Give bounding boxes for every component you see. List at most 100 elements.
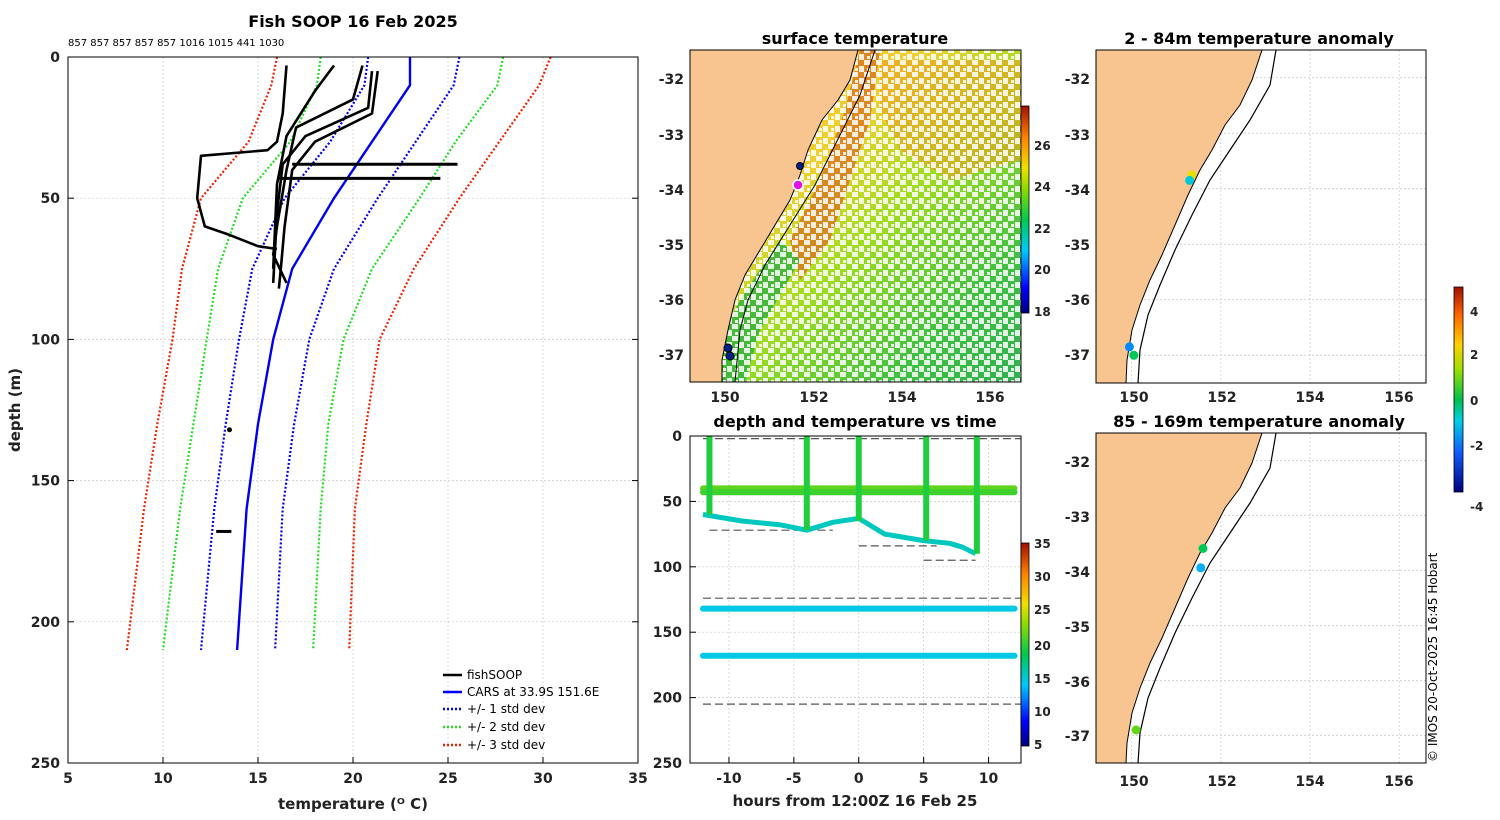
time-xtick-label: -10 (716, 771, 742, 787)
series-line-1 (199, 57, 370, 651)
sst-station-highlight (792, 179, 804, 191)
sst-colorbar-ticks: 18 20 22 24 26 (1034, 139, 1051, 319)
anom2-lon-tick: 154 (1295, 774, 1324, 790)
sst-map (690, 50, 1021, 382)
time-xtick-label: 10 (979, 771, 999, 787)
anom2-lat-tick: -33 (1065, 510, 1090, 526)
time-xtick-label: 5 (919, 771, 929, 787)
profile-xtick-label: 20 (343, 771, 363, 787)
profile-ytick-label: 100 (31, 332, 60, 348)
profile-title: Fish SOOP 16 Feb 2025 (248, 12, 457, 31)
sst-lon-tick: 152 (799, 390, 828, 406)
anomaly-colorbar-group: -4 -2 0 2 4 (1453, 286, 1483, 514)
sst-station (725, 351, 735, 361)
time-ytick-label: 200 (653, 691, 682, 707)
anomaly-point (1124, 342, 1134, 352)
sst-lat-tick: -34 (659, 183, 685, 199)
anom2-lat-ticks: -32 -33 -34 -35 -36 -37 (1065, 455, 1091, 745)
anom1-lon-ticks: 150 152 154 156 (1119, 390, 1413, 406)
profile-ytick-label: 250 (31, 756, 60, 772)
anom1-lat-tick: -35 (1065, 238, 1090, 254)
profile-xtick-label: 5 (63, 771, 73, 787)
sst-colorbar (1020, 105, 1030, 314)
anom1-lon-tick: 156 (1384, 390, 1413, 406)
anom1-frame (1095, 49, 1427, 384)
anom2-land (1096, 433, 1263, 763)
sst-cbar-tick: 24 (1034, 180, 1051, 194)
time-ytick-label: 150 (653, 625, 682, 641)
anom1-land (1096, 50, 1263, 383)
profile-legend: fishSOOP CARS at 33.9S 151.6E +/- 1 std … (443, 668, 599, 752)
anom-cbar-tick: 4 (1470, 305, 1478, 319)
anom-cbar-tick: 0 (1470, 394, 1478, 408)
time-xlabel: hours from 12:00Z 16 Feb 25 (733, 792, 978, 810)
series-line-0 (235, 57, 412, 651)
sst-land (690, 50, 859, 382)
time-cbar-tick: 35 (1034, 537, 1051, 551)
fishsoop-profiles (195, 64, 458, 533)
time-data (699, 436, 1021, 705)
anom1-lat-tick: -32 (1065, 72, 1090, 88)
sst-title: surface temperature (762, 29, 949, 48)
anom-cbar-tick: 2 (1470, 348, 1478, 362)
anom2-lat-tick: -35 (1065, 620, 1090, 636)
sst-cbar-tick: 18 (1034, 305, 1051, 319)
sst-lon-tick: 154 (887, 390, 916, 406)
time-cbar-tick: 30 (1034, 570, 1051, 584)
profile-xtick-label: 10 (153, 771, 173, 787)
profile-ylabel: depth (m) (6, 368, 24, 452)
anom1-lat-tick: -34 (1065, 183, 1091, 199)
time-cbar-tick: 25 (1034, 603, 1051, 617)
profile-panel: Fish SOOP 16 Feb 2025 857 857 857 857 85… (6, 12, 648, 813)
anom2-lat-tick: -37 (1065, 729, 1090, 745)
sst-lat-tick: -33 (659, 128, 684, 144)
legend-3std: +/- 3 std dev (467, 738, 545, 752)
anomaly-colorbar (1453, 286, 1464, 493)
sst-lon-ticks: 150 152 154 156 (710, 390, 1004, 406)
fishsoop-point (227, 427, 232, 433)
time-cbar-tick: 10 (1034, 705, 1051, 719)
time-cbar-tick: 15 (1034, 672, 1051, 686)
sst-lat-ticks: -32 -33 -34 -35 -36 -37 (659, 72, 685, 364)
anom1-lat-ticks: -32 -33 -34 -35 -36 -37 (1065, 72, 1091, 364)
anom1-lon-tick: 154 (1295, 390, 1324, 406)
time-title: depth and temperature vs time (713, 412, 996, 431)
fishsoop-profile (271, 64, 336, 269)
sst-lon-tick: 150 (710, 390, 739, 406)
profile-xtick-label: 35 (628, 771, 647, 787)
anom-cbar-tick: -4 (1470, 500, 1483, 514)
profile-xtick-label: 15 (248, 771, 267, 787)
anom1-lon-tick: 152 (1207, 390, 1236, 406)
profile-ytick-label: 150 (31, 474, 60, 490)
profile-series (125, 57, 552, 651)
anomaly-point (1131, 725, 1141, 735)
profile-ticks: 5 10 15 20 25 30 35 0 50 100 150 200 250 (31, 50, 648, 787)
anom2-lat-tick: -36 (1065, 675, 1090, 691)
time-xtick-label: -5 (786, 771, 802, 787)
time-panel: depth and temperature vs time -10 -5 0 5 100… (653, 412, 1051, 810)
anom1-points (1124, 170, 1197, 360)
legend-1std: +/- 1 std dev (467, 702, 545, 716)
sst-cbar-tick: 26 (1034, 139, 1051, 153)
anom1-lat-tick: -37 (1065, 348, 1090, 364)
series-line-2 (274, 57, 461, 651)
profile-ytick-label: 0 (50, 50, 60, 66)
time-cbar-tick: 20 (1034, 639, 1051, 653)
sst-lat-tick: -35 (659, 238, 684, 254)
sst-lat-tick: -36 (659, 293, 684, 309)
time-xtick-label: 0 (854, 771, 864, 787)
time-colorbar (1020, 542, 1030, 747)
anom2-lon-tick: 156 (1384, 774, 1413, 790)
time-frame (689, 435, 1022, 764)
anomaly-panel-upper: 2 - 84m temperature anomaly -32 -33 -34 … (1065, 29, 1427, 406)
anom2-lon-tick: 152 (1207, 774, 1236, 790)
anomaly-point (1129, 350, 1139, 360)
profile-xtick-label: 25 (438, 771, 457, 787)
track-near-bottom (702, 512, 977, 556)
time-ytick-label: 50 (663, 494, 683, 510)
sst-lat-tick: -37 (659, 348, 684, 364)
sst-panel: surface temperature 18 20 22 24 26 (659, 29, 1051, 406)
fishsoop-profile (195, 65, 288, 251)
anom2-lon-tick: 150 (1119, 774, 1148, 790)
legend-2std: +/- 2 std dev (467, 720, 545, 734)
